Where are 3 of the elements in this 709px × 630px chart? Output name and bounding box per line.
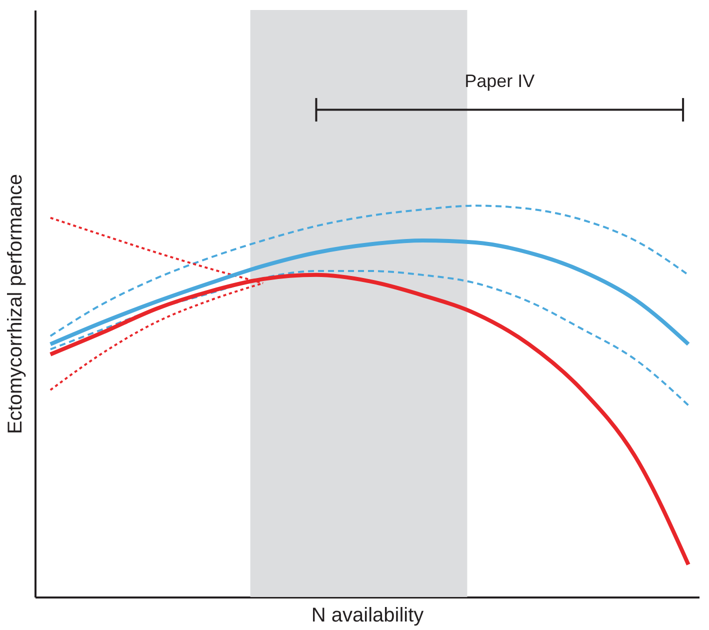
y-axis-title: Ectomycorrhizal performance bbox=[4, 174, 26, 434]
text: Paper IV bbox=[464, 70, 535, 91]
x-axis-title: N availability bbox=[311, 604, 424, 626]
